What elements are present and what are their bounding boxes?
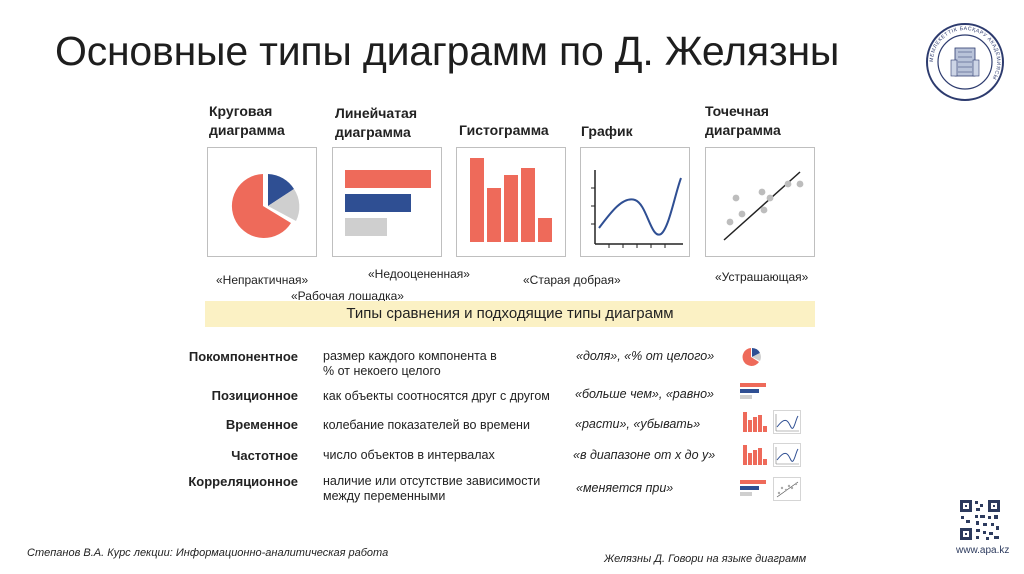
comparison-row-name: Частотное xyxy=(231,448,298,463)
comparison-row-name: Покомпонентное xyxy=(188,349,298,364)
university-seal-icon: МЕМЛЕКЕТТІК БАСҚАРУ АКАДЕМИЯСЫ xyxy=(925,22,1005,102)
comparison-row-phrases: «расти», «убывать» xyxy=(575,417,701,431)
footer-source: Желязны Д. Говори на языке диаграмм xyxy=(604,553,807,565)
comparison-row-name: Временное xyxy=(225,417,298,432)
bar-chart-icon xyxy=(739,380,767,402)
bar-chart-icon xyxy=(332,147,442,257)
nickname-scatter: «Устрашающая» xyxy=(715,270,809,284)
chart-type-label-bar: Линейчатая диаграмма xyxy=(335,105,418,140)
comparison-row-description: размер каждого компонента в % от некоего… xyxy=(323,349,497,378)
nickname-graph: «Старая добрая» xyxy=(523,273,621,287)
chart-type-label-histogram: Гистограмма xyxy=(459,122,549,138)
comparison-row-phrases: «доля», «% от целого» xyxy=(576,349,715,363)
footer-author: Степанов В.А. Курс лекции: Информационно… xyxy=(27,547,389,559)
chart-type-label-graph: График xyxy=(581,123,633,139)
comparison-row-name: Позиционное xyxy=(211,388,298,403)
chart-type-label-pie: Круговая диаграмма xyxy=(209,103,285,138)
nickname-pie: «Непрактичная» xyxy=(216,273,309,287)
comparison-row-phrases: «меняется при» xyxy=(576,481,674,495)
pie-chart-icon xyxy=(207,147,317,257)
histogram-icon xyxy=(741,410,769,432)
chart-type-label-scatter: Точечная диаграмма xyxy=(705,103,781,138)
nickname-bar: «Рабочая лошадка» xyxy=(291,289,404,303)
histogram-icon xyxy=(741,443,769,465)
scatter-plot-icon xyxy=(705,147,815,257)
line-graph-icon xyxy=(773,410,801,434)
scatter-plot-icon xyxy=(773,477,801,501)
comparison-row-phrases: «в диапазоне от х до у» xyxy=(573,448,716,462)
line-graph-icon xyxy=(580,147,690,257)
pie-chart-icon xyxy=(739,346,767,368)
comparison-row-name: Корреляционное xyxy=(188,474,298,489)
comparison-row-description: число объектов в интервалах xyxy=(323,448,495,462)
comparison-row-description: наличие или отсутствие зависимости между… xyxy=(323,474,541,503)
slide-title: Основные типы диаграмм по Д. Желязны xyxy=(55,28,840,74)
qr-code-icon xyxy=(958,498,1002,542)
bar-chart-icon xyxy=(739,477,767,499)
comparison-row-phrases: «больше чем», «равно» xyxy=(575,387,714,401)
comparison-header: Типы сравнения и подходящие типы диаграм… xyxy=(205,301,815,327)
footer-url[interactable]: www.apa.kz xyxy=(956,545,1010,556)
line-graph-icon xyxy=(773,443,801,467)
comparison-row-description: колебание показателей во времени xyxy=(323,418,530,432)
nickname-histogram: «Недооцененная» xyxy=(368,267,470,281)
comparison-row-description: как объекты соотносятся друг с другом xyxy=(323,389,550,403)
comparison-header-text: Типы сравнения и подходящие типы диаграм… xyxy=(346,305,674,322)
histogram-icon xyxy=(456,147,566,257)
